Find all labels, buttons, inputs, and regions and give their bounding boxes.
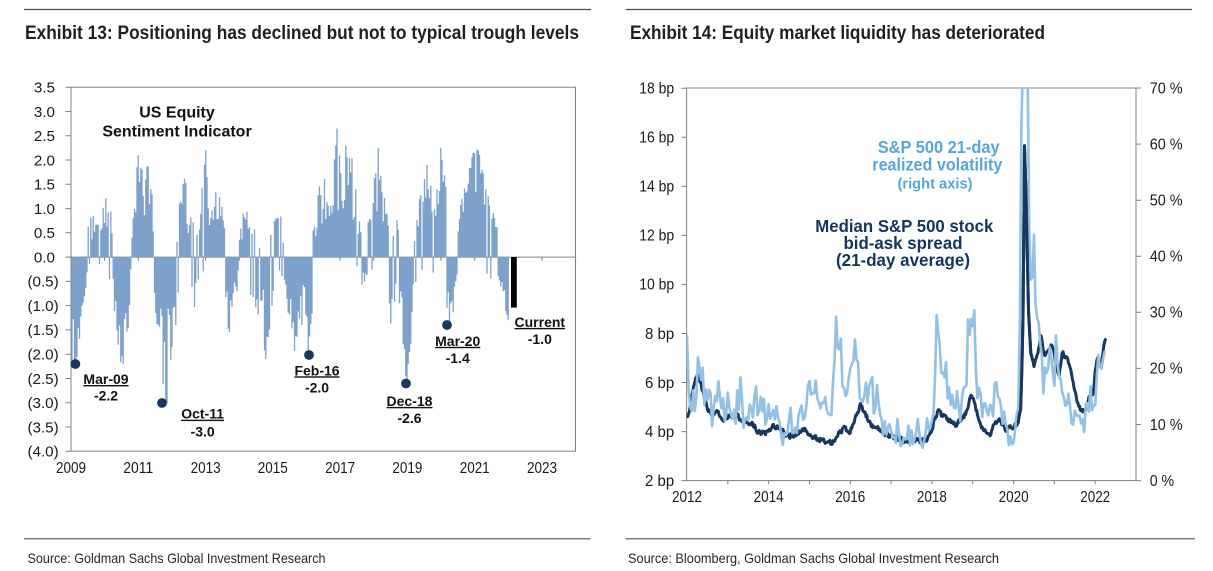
svg-text:2021: 2021 [460, 460, 490, 477]
svg-text:realized volatility: realized volatility [872, 154, 1002, 174]
svg-text:18 bp: 18 bp [639, 81, 674, 98]
svg-text:2009: 2009 [56, 460, 86, 477]
svg-text:1.0: 1.0 [34, 201, 55, 218]
svg-text:30 %: 30 % [1150, 305, 1183, 322]
svg-text:0 %: 0 % [1150, 473, 1175, 490]
svg-text:2023: 2023 [527, 460, 557, 477]
svg-text:(1.0): (1.0) [27, 298, 58, 315]
svg-text:2013: 2013 [191, 460, 221, 477]
svg-text:2017: 2017 [325, 460, 355, 477]
svg-text:(right axis): (right axis) [898, 176, 973, 193]
svg-text:(0.5): (0.5) [27, 274, 58, 291]
svg-text:4 bp: 4 bp [645, 424, 674, 441]
svg-text:2015: 2015 [258, 460, 288, 477]
svg-text:2016: 2016 [835, 489, 865, 506]
svg-text:20 %: 20 % [1150, 361, 1183, 378]
svg-text:10 bp: 10 bp [639, 277, 674, 294]
svg-text:0.5: 0.5 [34, 225, 55, 242]
svg-text:Exhibit 13: Positioning has de: Exhibit 13: Positioning has declined but… [25, 22, 579, 44]
svg-text:-2.0: -2.0 [305, 380, 329, 396]
svg-text:Current: Current [515, 314, 566, 330]
svg-text:8 bp: 8 bp [645, 326, 674, 343]
svg-text:2019: 2019 [392, 460, 422, 477]
svg-text:40 %: 40 % [1150, 249, 1183, 266]
svg-text:S&P 500 21-day: S&P 500 21-day [878, 137, 1000, 157]
svg-text:6 bp: 6 bp [645, 375, 674, 392]
svg-text:Feb-16: Feb-16 [294, 362, 339, 378]
svg-text:14 bp: 14 bp [639, 179, 674, 196]
svg-text:2 bp: 2 bp [645, 473, 674, 490]
svg-text:2014: 2014 [754, 489, 784, 506]
svg-text:(3.0): (3.0) [27, 395, 58, 412]
svg-text:-2.6: -2.6 [397, 410, 421, 426]
svg-text:(21-day average): (21-day average) [836, 250, 970, 270]
svg-text:Oct-11: Oct-11 [181, 406, 224, 422]
svg-text:16 bp: 16 bp [639, 130, 674, 147]
svg-text:Source: Bloomberg, Goldman Sac: Source: Bloomberg, Goldman Sachs Global … [628, 550, 999, 566]
svg-text:Median S&P 500 stock: Median S&P 500 stock [815, 216, 993, 236]
svg-text:2012: 2012 [672, 489, 702, 506]
svg-text:2018: 2018 [917, 489, 947, 506]
svg-text:Dec-18: Dec-18 [387, 393, 433, 409]
svg-text:(2.0): (2.0) [27, 347, 58, 364]
svg-text:(2.5): (2.5) [27, 371, 58, 388]
svg-text:-1.4: -1.4 [446, 350, 470, 366]
svg-text:12 bp: 12 bp [639, 228, 674, 245]
svg-text:US Equity: US Equity [139, 105, 215, 122]
svg-text:-1.0: -1.0 [528, 331, 552, 347]
svg-text:2022: 2022 [1080, 489, 1110, 506]
svg-text:bid-ask spread: bid-ask spread [844, 233, 963, 253]
svg-text:-3.0: -3.0 [191, 424, 215, 440]
svg-text:3.0: 3.0 [34, 104, 55, 121]
svg-text:Mar-20: Mar-20 [435, 333, 480, 349]
svg-text:(1.5): (1.5) [27, 322, 58, 339]
svg-text:Source: Goldman Sachs Global I: Source: Goldman Sachs Global Investment … [28, 550, 326, 566]
svg-text:1.5: 1.5 [34, 177, 55, 194]
svg-text:10 %: 10 % [1150, 417, 1183, 434]
svg-text:60 %: 60 % [1150, 136, 1183, 153]
svg-text:Mar-09: Mar-09 [83, 371, 128, 387]
svg-text:70 %: 70 % [1150, 80, 1183, 97]
svg-text:(3.5): (3.5) [27, 419, 58, 436]
svg-text:Exhibit 14: Equity market liqu: Exhibit 14: Equity market liquidity has … [630, 22, 1045, 44]
svg-text:3.5: 3.5 [34, 80, 55, 97]
svg-text:(4.0): (4.0) [27, 444, 58, 461]
svg-text:2011: 2011 [123, 460, 153, 477]
svg-text:0.0: 0.0 [34, 249, 55, 266]
svg-text:50 %: 50 % [1150, 193, 1183, 210]
svg-text:Sentiment Indicator: Sentiment Indicator [102, 124, 251, 141]
svg-text:2.0: 2.0 [34, 152, 55, 169]
svg-text:2.5: 2.5 [34, 128, 55, 145]
svg-text:-2.2: -2.2 [94, 388, 118, 404]
svg-text:2020: 2020 [999, 489, 1029, 506]
